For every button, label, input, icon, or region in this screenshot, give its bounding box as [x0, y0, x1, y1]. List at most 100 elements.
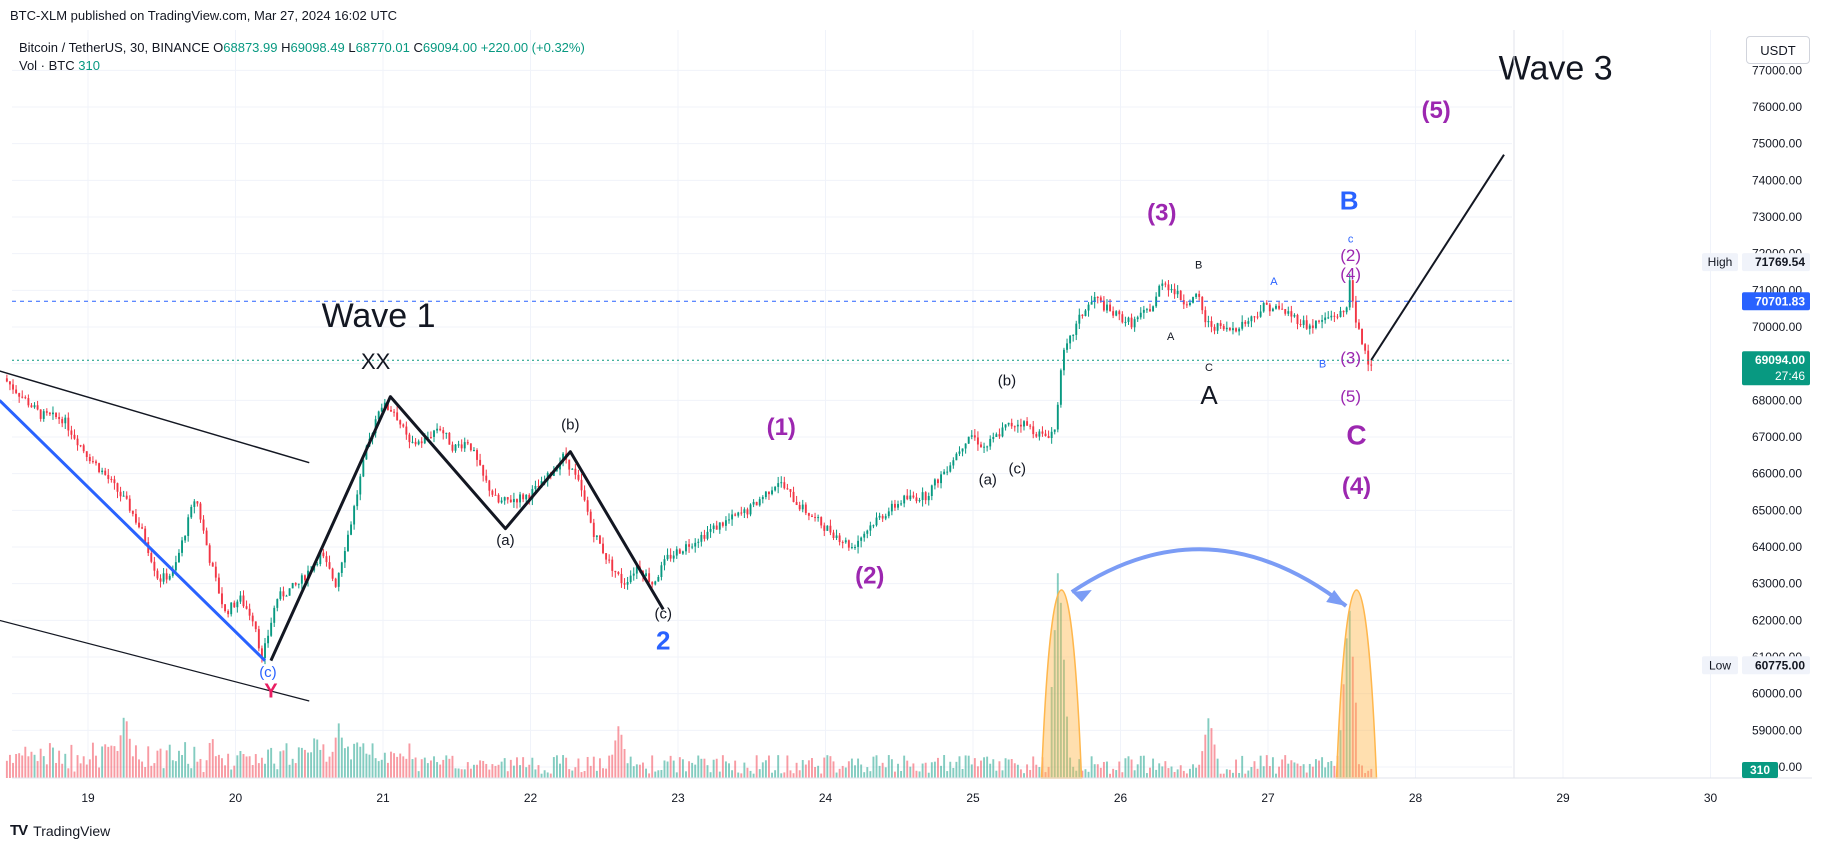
- volume-bar: [881, 762, 884, 778]
- time-tick-label: 26: [1114, 791, 1128, 805]
- volume-bar: [260, 757, 263, 778]
- volume-bar: [460, 769, 463, 778]
- candle-body: [774, 486, 777, 491]
- candle-body: [506, 497, 509, 500]
- volume-bar: [42, 756, 45, 778]
- volume-bar: [134, 745, 137, 778]
- candle-body: [402, 424, 405, 427]
- volume-bar: [27, 756, 30, 778]
- candle-body: [257, 629, 260, 649]
- volume-bar: [353, 743, 356, 778]
- volume-bar: [64, 753, 67, 778]
- volume-bar: [119, 735, 122, 778]
- price-tick-label: 63000.00: [1752, 577, 1802, 591]
- volume-bar: [270, 747, 273, 778]
- candle-body: [91, 461, 94, 463]
- candle-body: [933, 479, 936, 486]
- candle-body: [1299, 324, 1302, 326]
- candle-body: [1345, 307, 1348, 313]
- volume-bar: [734, 760, 737, 778]
- candle-body: [236, 601, 239, 608]
- candle-body: [497, 494, 500, 503]
- price-tag-bg: [1742, 292, 1810, 311]
- grid: [12, 30, 1711, 778]
- volume-bar: [623, 748, 626, 778]
- volume-bar: [1225, 769, 1228, 778]
- volume-bar: [1241, 755, 1244, 778]
- candle-body: [531, 488, 534, 499]
- candle-body: [328, 562, 331, 569]
- candle-body: [52, 412, 54, 415]
- volume-bar: [844, 767, 847, 778]
- volume-bar: [506, 771, 509, 778]
- volume-bar: [1093, 764, 1096, 778]
- candle-body: [789, 489, 792, 492]
- candle-body: [955, 453, 958, 461]
- volume-bar: [752, 773, 755, 778]
- volume-bar: [884, 767, 887, 778]
- candle-body: [221, 593, 223, 605]
- volume-legend[interactable]: Vol · BTC 310: [19, 58, 100, 73]
- volume-bar: [144, 767, 147, 778]
- candle-body: [469, 443, 472, 451]
- volume-bar: [1142, 755, 1145, 778]
- wxy-path: [269, 395, 665, 662]
- candle-body: [171, 570, 174, 576]
- candle-body: [1339, 310, 1342, 317]
- candle-body: [1019, 424, 1022, 427]
- volume-bar: [986, 756, 989, 778]
- candle-body: [386, 402, 389, 410]
- candle-body: [12, 384, 14, 390]
- b-small-black: B: [1195, 259, 1202, 271]
- highlight-zones: [1040, 589, 1378, 779]
- candle-body: [826, 525, 829, 531]
- volume-bar: [5, 760, 8, 778]
- price-tick-label: 77000.00: [1752, 63, 1802, 77]
- volume-bar: [795, 762, 798, 778]
- candle-body: [217, 577, 220, 594]
- volume-bar: [217, 754, 220, 778]
- volume-bar: [850, 758, 853, 778]
- volume-bar: [970, 764, 973, 778]
- volume-bar: [18, 753, 21, 778]
- candle-body: [1256, 316, 1259, 318]
- volume-bar: [451, 755, 454, 778]
- volume-bar: [396, 756, 399, 778]
- currency-button[interactable]: USDT: [1746, 36, 1810, 64]
- volume-bar: [635, 764, 638, 778]
- volume-bar: [1333, 765, 1336, 778]
- candle-body: [45, 411, 48, 413]
- tradingview-logo[interactable]: TV TradingView: [10, 822, 110, 839]
- candle-body: [869, 525, 872, 531]
- candle-body: [768, 491, 770, 495]
- candle-body: [230, 602, 233, 615]
- volume-bar: [949, 761, 952, 778]
- candle-body: [970, 435, 973, 437]
- volume-bar: [903, 755, 906, 778]
- close-value: 69094.00: [422, 40, 478, 55]
- candle-body: [611, 559, 614, 571]
- volume-bar: [141, 761, 144, 778]
- candle-body: [1173, 288, 1176, 295]
- candle-body: [614, 570, 617, 573]
- candle-body: [875, 517, 878, 526]
- volume-bar: [488, 769, 491, 778]
- volume-bar: [239, 751, 242, 778]
- volume-bar: [1213, 744, 1216, 778]
- volume-bar: [122, 717, 125, 778]
- volume-bar: [1019, 769, 1022, 778]
- a-small-blue: A: [1270, 276, 1278, 288]
- volume-bar: [663, 760, 666, 778]
- volume-bar: [390, 751, 392, 778]
- wave1-purple: (1): [767, 414, 796, 441]
- candle-body: [608, 559, 611, 561]
- candle-body: [251, 615, 254, 622]
- candle-body: [807, 513, 810, 516]
- candle-body: [466, 442, 469, 444]
- candle-body: [890, 503, 893, 512]
- time-axis[interactable]: 19 20 21 22 23 24 25 26 27 28 29 30: [12, 777, 1812, 805]
- candle-body: [211, 562, 214, 567]
- volume-bar: [743, 762, 746, 778]
- symbol-legend[interactable]: Bitcoin / TetherUS, 30, BINANCE O68873.9…: [19, 40, 585, 55]
